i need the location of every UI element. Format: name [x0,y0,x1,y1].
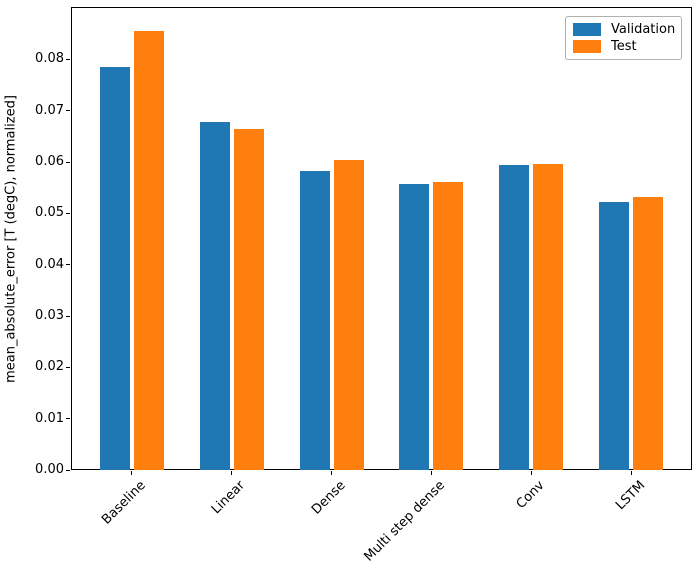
x-tick-label-dense: Dense [308,478,349,518]
bar-test-baseline [133,31,164,470]
x-tick-mark-baseline [131,471,133,475]
legend-label-test: Test [611,39,637,54]
plot-area [71,7,692,470]
y-tick-label-0.00: 0.00 [35,462,64,477]
bar-test-dense [333,160,364,470]
bar-validation-conv [499,165,530,470]
bar-validation-dense [299,171,330,470]
y-tick-mark-0.00 [66,469,70,471]
legend: Validation Test [565,16,682,60]
y-tick-label-0.06: 0.06 [35,154,64,170]
bar-validation-baseline [99,67,130,470]
y-tick-label-0.03: 0.03 [35,308,64,323]
bar-test-multi-step-dense [433,182,464,470]
x-tick-mark-conv [530,471,532,475]
legend-item-validation: Validation [573,22,676,37]
bar-test-lstm [633,196,664,470]
legend-label-validation: Validation [611,22,676,37]
x-tick-label-baseline: Baseline [98,478,149,528]
x-tick-label-conv: Conv [514,478,548,512]
y-tick-mark-0.06 [66,161,70,163]
y-axis-label: mean_absolute_error [T (degC), normalize… [3,95,19,383]
bar-validation-multi-step-dense [399,184,430,470]
y-tick-label-0.08: 0.08 [35,51,64,67]
bar-test-linear [233,129,264,470]
x-tick-mark-dense [331,471,333,475]
y-tick-mark-0.02 [66,366,70,368]
bar-validation-linear [199,121,230,470]
bar-validation-lstm [599,201,630,470]
y-tick-label-0.02: 0.02 [35,359,64,375]
x-tick-mark-multi-step-dense [430,471,432,475]
y-tick-mark-0.08 [66,58,70,60]
y-tick-mark-0.03 [66,315,70,317]
validation-series-swatch [573,23,601,36]
y-tick-label-0.04: 0.04 [35,256,64,272]
y-tick-mark-0.05 [66,212,70,214]
legend-item-test: Test [573,39,674,54]
x-tick-mark-lstm [630,471,632,475]
x-tick-mark-linear [231,471,233,475]
bar-test-conv [533,164,564,470]
y-tick-label-0.05: 0.05 [35,205,64,221]
x-tick-label-linear: Linear [209,478,249,518]
y-tick-mark-0.01 [66,418,70,420]
x-tick-label-multi-step-dense: Multi step dense [361,478,449,565]
y-tick-mark-0.07 [66,110,70,112]
test-series-swatch [573,40,601,53]
y-tick-label-0.01: 0.01 [35,410,64,426]
y-tick-mark-0.04 [66,264,70,266]
y-tick-label-0.07: 0.07 [35,102,64,118]
x-tick-label-lstm: LSTM [612,478,648,514]
